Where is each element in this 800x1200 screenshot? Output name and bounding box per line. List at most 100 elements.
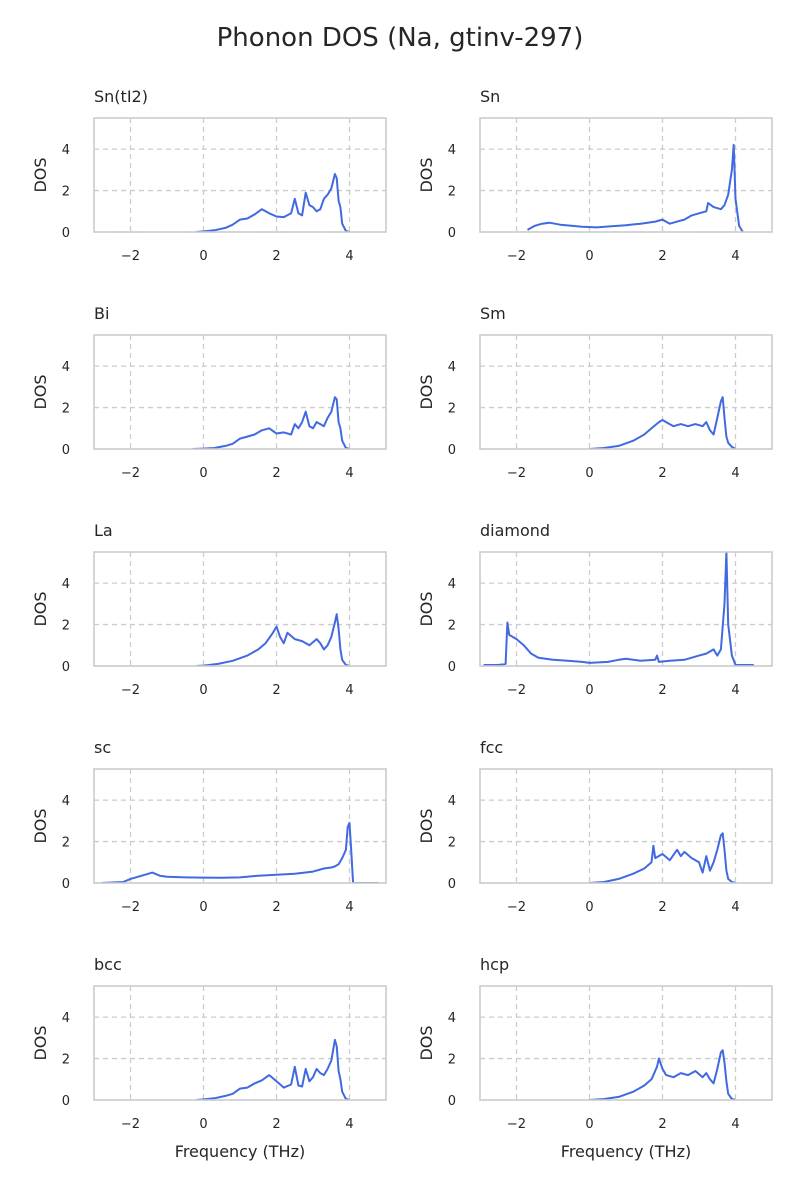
dos-series-line: [101, 821, 379, 883]
y-tick-label: 2: [62, 402, 70, 417]
y-tick-label: 4: [448, 1011, 456, 1026]
axes-frame: [93, 117, 387, 233]
y-tick-label: 2: [448, 1053, 456, 1068]
y-axis-label: DOS: [417, 374, 436, 409]
panel-title: fcc: [480, 738, 503, 757]
y-tick-label: 4: [62, 360, 70, 375]
x-tick-label: 2: [658, 249, 666, 264]
axes-frame: [479, 334, 773, 450]
y-tick-label: 0: [62, 1094, 70, 1109]
x-tick-label: −2: [121, 900, 140, 915]
y-tick-label: 0: [448, 443, 456, 458]
x-tick-label: 2: [658, 683, 666, 698]
x-axis-label: Frequency (THz): [561, 1142, 691, 1161]
y-axis-label: DOS: [417, 808, 436, 843]
dos-series-line: [589, 1049, 736, 1100]
panel-title: Sn: [480, 87, 500, 106]
x-tick-label: 0: [199, 466, 207, 481]
dos-series-line: [483, 552, 754, 666]
dos-series-line: [196, 173, 350, 232]
panel-5: diamond −2 0 2 4 0 2 4 DOS: [417, 521, 773, 698]
y-tick-label: 4: [62, 577, 70, 592]
y-tick-label: 4: [448, 360, 456, 375]
y-tick-label: 4: [448, 577, 456, 592]
panel-8: bcc −2 0 2 4 0 2 4 DOS Frequency (THz): [31, 955, 387, 1161]
dos-series-line: [589, 832, 736, 883]
panel-title: Bi: [94, 304, 109, 323]
x-tick-label: 0: [585, 249, 593, 264]
y-axis-label: DOS: [31, 374, 50, 409]
y-tick-label: 4: [62, 143, 70, 158]
y-tick-label: 2: [448, 836, 456, 851]
x-tick-label: −2: [121, 683, 140, 698]
x-tick-label: 2: [272, 1117, 280, 1132]
y-tick-label: 2: [448, 402, 456, 417]
y-tick-label: 0: [448, 660, 456, 675]
y-tick-label: 0: [62, 443, 70, 458]
x-tick-label: −2: [121, 1117, 140, 1132]
y-tick-label: 2: [448, 619, 456, 634]
y-axis-label: DOS: [31, 808, 50, 843]
axes-frame: [93, 768, 387, 884]
x-tick-label: 2: [658, 466, 666, 481]
panel-title: La: [94, 521, 113, 540]
x-tick-label: 0: [199, 1117, 207, 1132]
axes-frame: [479, 551, 773, 667]
axes-frame: [93, 334, 387, 450]
panels-grid: Sn(tI2) −2 0 2 4 0 2 4 DOS Sn −2 0 2 4 0 2 4 DOS Bi −2 0 2 4 0 2…: [31, 87, 773, 1161]
panel-0: Sn(tI2) −2 0 2 4 0 2 4 DOS: [31, 87, 387, 264]
y-tick-label: 0: [448, 1094, 456, 1109]
dos-series-line: [527, 143, 744, 232]
x-tick-label: 0: [199, 249, 207, 264]
x-tick-label: 2: [658, 1117, 666, 1132]
dos-series-line: [196, 613, 350, 666]
x-tick-label: 0: [585, 466, 593, 481]
panel-4: La −2 0 2 4 0 2 4 DOS: [31, 521, 387, 698]
panel-title: Sn(tI2): [94, 87, 148, 106]
y-tick-label: 4: [62, 1011, 70, 1026]
dos-series-line: [589, 396, 737, 449]
axes-frame: [479, 117, 773, 233]
x-tick-label: 0: [585, 683, 593, 698]
y-axis-label: DOS: [417, 157, 436, 192]
y-axis-label: DOS: [31, 591, 50, 626]
x-axis-label: Frequency (THz): [175, 1142, 305, 1161]
y-axis-label: DOS: [417, 591, 436, 626]
dos-series-line: [196, 1038, 350, 1100]
panel-3: Sm −2 0 2 4 0 2 4 DOS: [417, 304, 773, 481]
y-tick-label: 0: [448, 877, 456, 892]
figure-title: Phonon DOS (Na, gtinv-297): [217, 23, 584, 53]
x-tick-label: 4: [731, 900, 739, 915]
x-tick-label: −2: [507, 1117, 526, 1132]
x-tick-label: 0: [585, 900, 593, 915]
y-axis-label: DOS: [31, 1025, 50, 1060]
y-tick-label: 2: [62, 185, 70, 200]
x-tick-label: 4: [345, 466, 353, 481]
panel-title: hcp: [480, 955, 509, 974]
y-tick-label: 2: [62, 619, 70, 634]
x-tick-label: 4: [731, 466, 739, 481]
axes-frame: [479, 768, 773, 884]
axes-frame: [93, 551, 387, 667]
x-tick-label: −2: [121, 249, 140, 264]
panel-1: Sn −2 0 2 4 0 2 4 DOS: [417, 87, 773, 264]
y-tick-label: 2: [62, 1053, 70, 1068]
y-tick-label: 0: [62, 660, 70, 675]
x-tick-label: 2: [272, 466, 280, 481]
y-tick-label: 2: [448, 185, 456, 200]
y-axis-label: DOS: [31, 157, 50, 192]
x-tick-label: 4: [731, 1117, 739, 1132]
panel-title: Sm: [480, 304, 506, 323]
x-tick-label: 2: [272, 900, 280, 915]
y-tick-label: 4: [62, 794, 70, 809]
y-tick-label: 4: [448, 143, 456, 158]
x-tick-label: 4: [731, 683, 739, 698]
y-tick-label: 0: [448, 226, 456, 241]
axes-frame: [479, 985, 773, 1101]
axes-frame: [93, 985, 387, 1101]
x-tick-label: 4: [345, 900, 353, 915]
panel-title: bcc: [94, 955, 122, 974]
y-tick-label: 4: [448, 794, 456, 809]
x-tick-label: 4: [345, 1117, 353, 1132]
